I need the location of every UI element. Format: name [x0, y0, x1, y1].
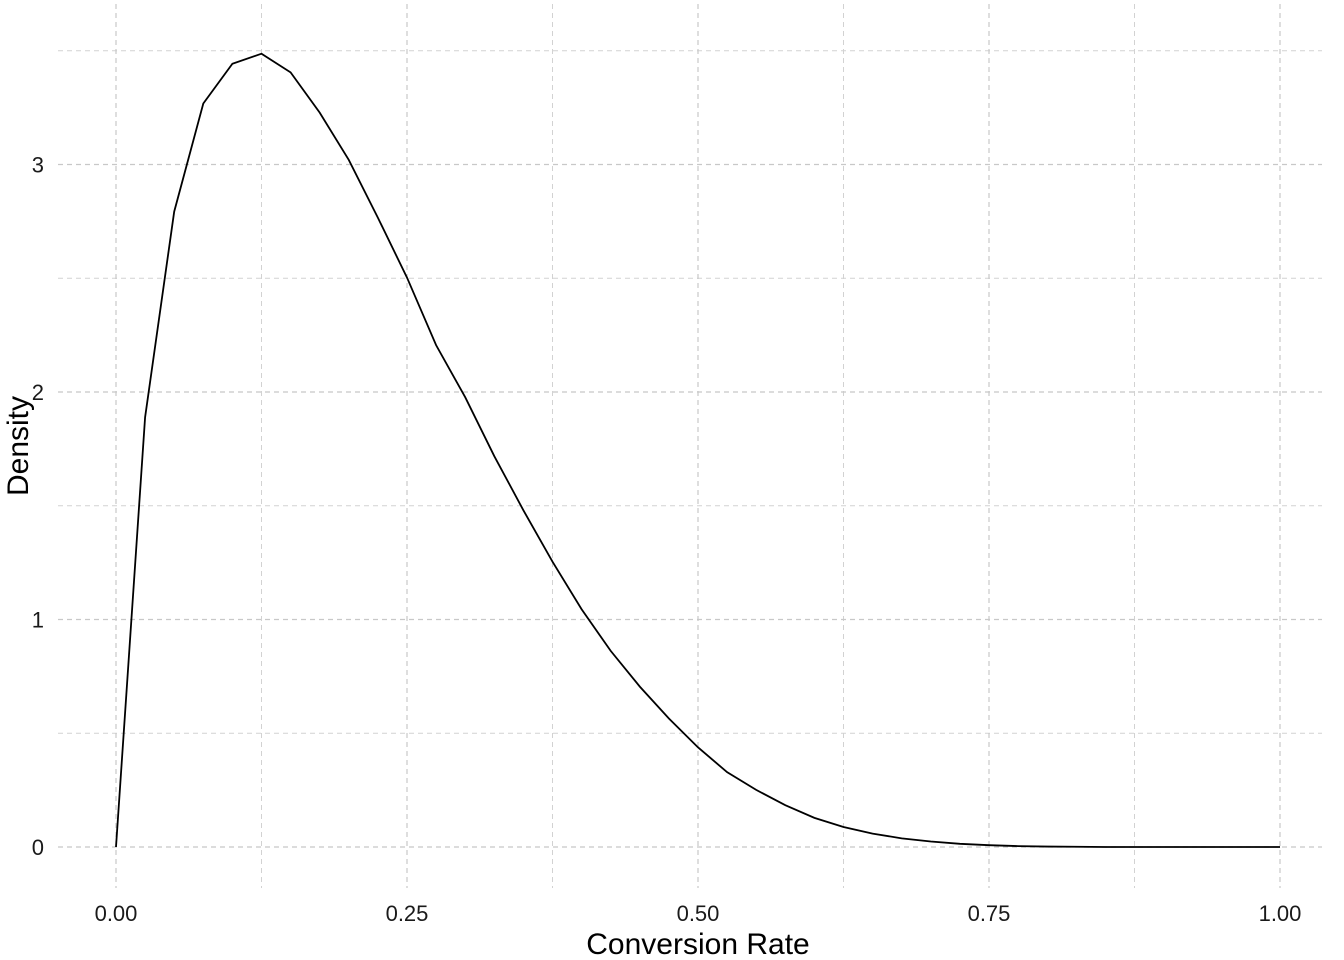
y-tick-label: 3 — [32, 153, 44, 178]
major-gridlines — [58, 4, 1322, 888]
x-axis-title: Conversion Rate — [586, 928, 809, 960]
x-tick-label: 1.00 — [1259, 901, 1302, 926]
minor-gridlines — [58, 4, 1322, 888]
y-axis-title: Density — [2, 396, 35, 496]
y-tick-label: 1 — [32, 608, 44, 633]
x-axis-ticks: 0.00 0.25 0.50 0.75 1.00 — [95, 901, 1302, 926]
x-tick-label: 0.75 — [968, 901, 1011, 926]
x-tick-label: 0.00 — [95, 901, 138, 926]
x-tick-label: 0.50 — [677, 901, 720, 926]
y-tick-label: 0 — [32, 835, 44, 860]
x-tick-label: 0.25 — [386, 901, 429, 926]
